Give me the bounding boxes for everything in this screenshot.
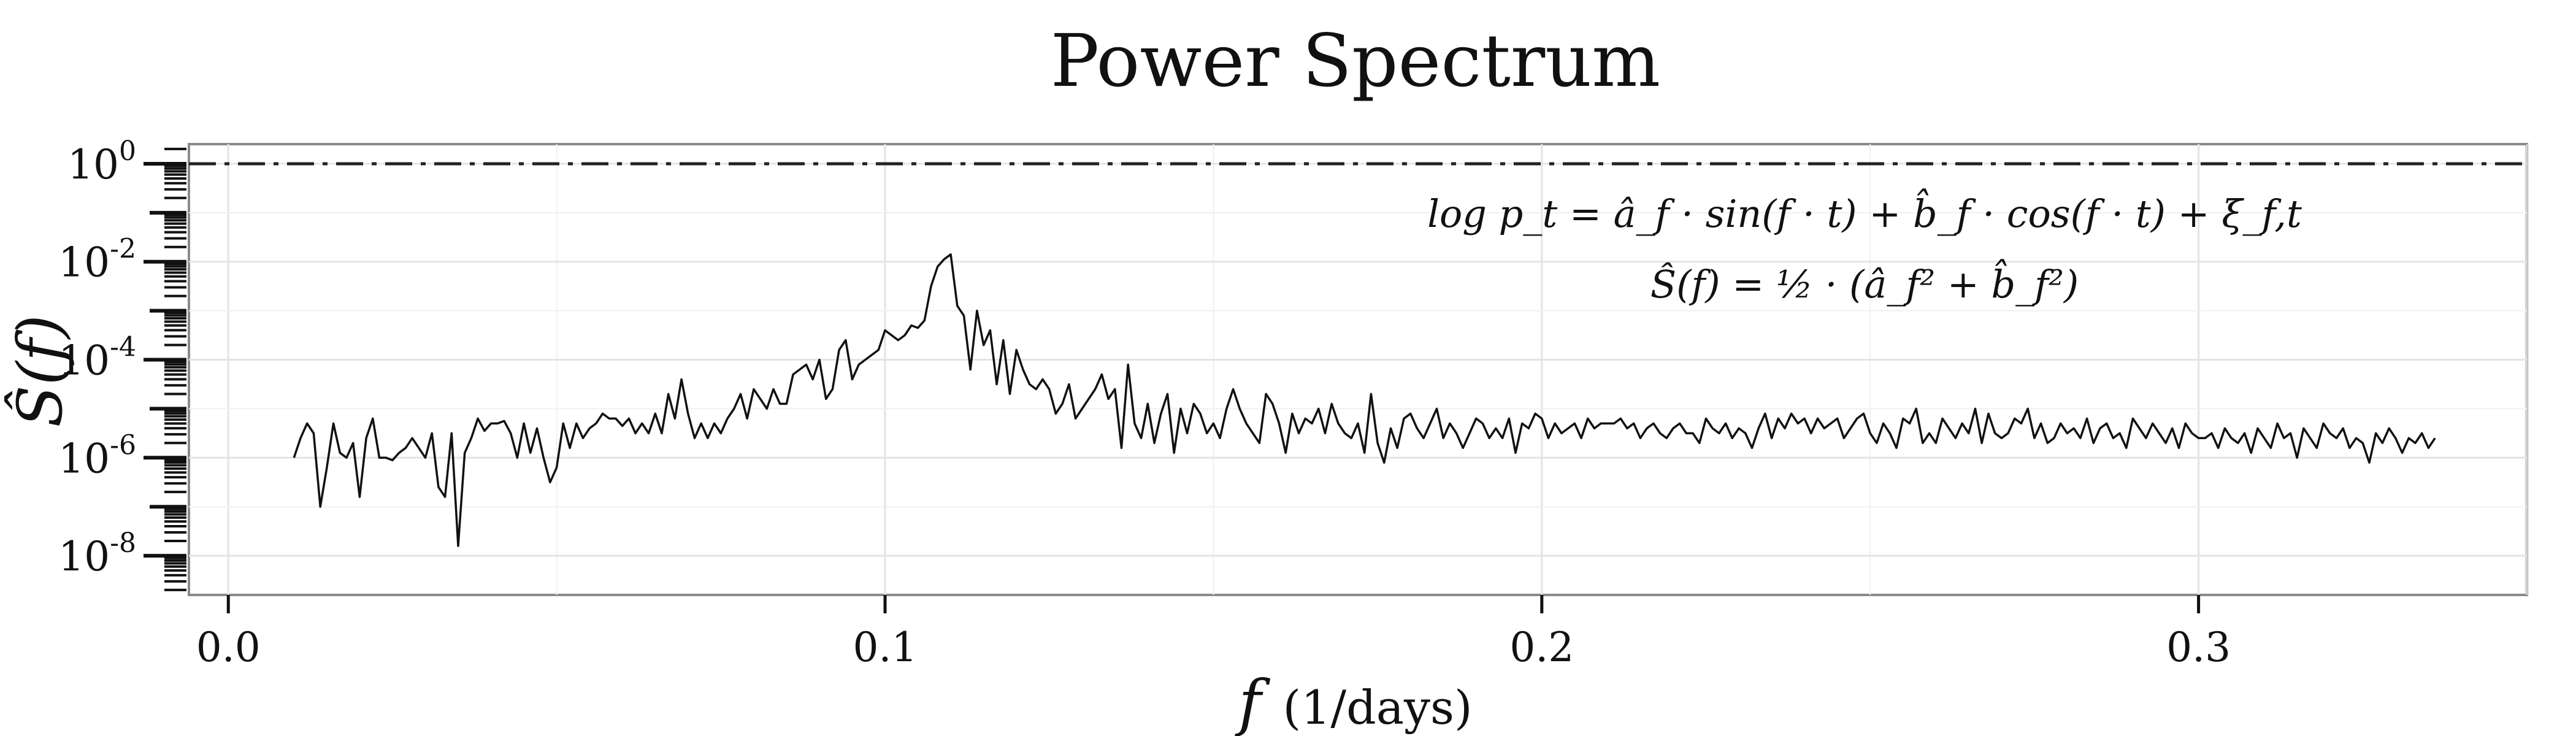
chart-title: Power Spectrum bbox=[1051, 18, 1660, 103]
annotation-spectrum: Ŝ(f) = ½ · (â_f² + b̂_f²) bbox=[1650, 259, 2079, 307]
grid-lines bbox=[189, 144, 2528, 595]
x-axis-label-unit: (1/days) bbox=[1282, 680, 1472, 735]
y-tick-label: 10-2 bbox=[58, 234, 136, 286]
y-axis-ticks: 100 10-2 10-4 10-6 10-8 bbox=[58, 136, 186, 591]
y-tick-label: 10-8 bbox=[58, 527, 136, 580]
annotation-model: log p_t = â_f · sin(f · t) + b̂_f · cos(… bbox=[1427, 188, 2302, 236]
plot-area bbox=[188, 143, 2528, 596]
series-line bbox=[293, 253, 2436, 547]
x-axis-label-symbol: f bbox=[1234, 667, 1270, 736]
y-tick-label: 10-4 bbox=[58, 332, 136, 385]
x-tick-label: 0.1 bbox=[853, 624, 918, 671]
x-tick-label: 0.2 bbox=[1509, 624, 1574, 671]
x-axis-ticks: 0.0 0.1 0.2 0.3 bbox=[196, 595, 2231, 671]
x-axis-label: f (1/days) bbox=[1234, 667, 1472, 736]
x-tick-label: 0.3 bbox=[2166, 624, 2231, 671]
x-tick-label: 0.0 bbox=[196, 624, 261, 671]
y-axis-label: Ŝ(f) bbox=[4, 315, 76, 427]
y-tick-label: 10-6 bbox=[58, 429, 136, 482]
y-tick-label: 100 bbox=[67, 136, 136, 188]
